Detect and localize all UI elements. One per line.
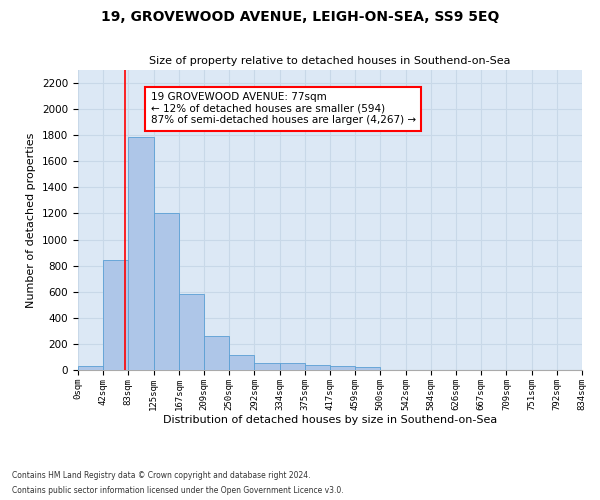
Text: 19, GROVEWOOD AVENUE, LEIGH-ON-SEA, SS9 5EQ: 19, GROVEWOOD AVENUE, LEIGH-ON-SEA, SS9 …	[101, 10, 499, 24]
Bar	[305, 366, 330, 370]
Text: Contains public sector information licensed under the Open Government Licence v3: Contains public sector information licen…	[12, 486, 344, 495]
Text: 19 GROVEWOOD AVENUE: 77sqm
← 12% of detached houses are smaller (594)
87% of sem: 19 GROVEWOOD AVENUE: 77sqm ← 12% of deta…	[151, 92, 416, 126]
Bar	[78, 366, 103, 370]
Y-axis label: Number of detached properties: Number of detached properties	[26, 132, 37, 308]
X-axis label: Distribution of detached houses by size in Southend-on-Sea: Distribution of detached houses by size …	[163, 416, 497, 426]
Bar	[330, 366, 355, 370]
Bar	[355, 368, 380, 370]
Bar	[179, 294, 205, 370]
Bar	[103, 260, 128, 370]
Bar	[229, 355, 254, 370]
Bar	[280, 364, 305, 370]
Bar	[154, 214, 179, 370]
Text: Contains HM Land Registry data © Crown copyright and database right 2024.: Contains HM Land Registry data © Crown c…	[12, 471, 311, 480]
Bar	[128, 136, 154, 370]
Bar	[205, 336, 229, 370]
Title: Size of property relative to detached houses in Southend-on-Sea: Size of property relative to detached ho…	[149, 56, 511, 66]
Bar	[254, 364, 280, 370]
